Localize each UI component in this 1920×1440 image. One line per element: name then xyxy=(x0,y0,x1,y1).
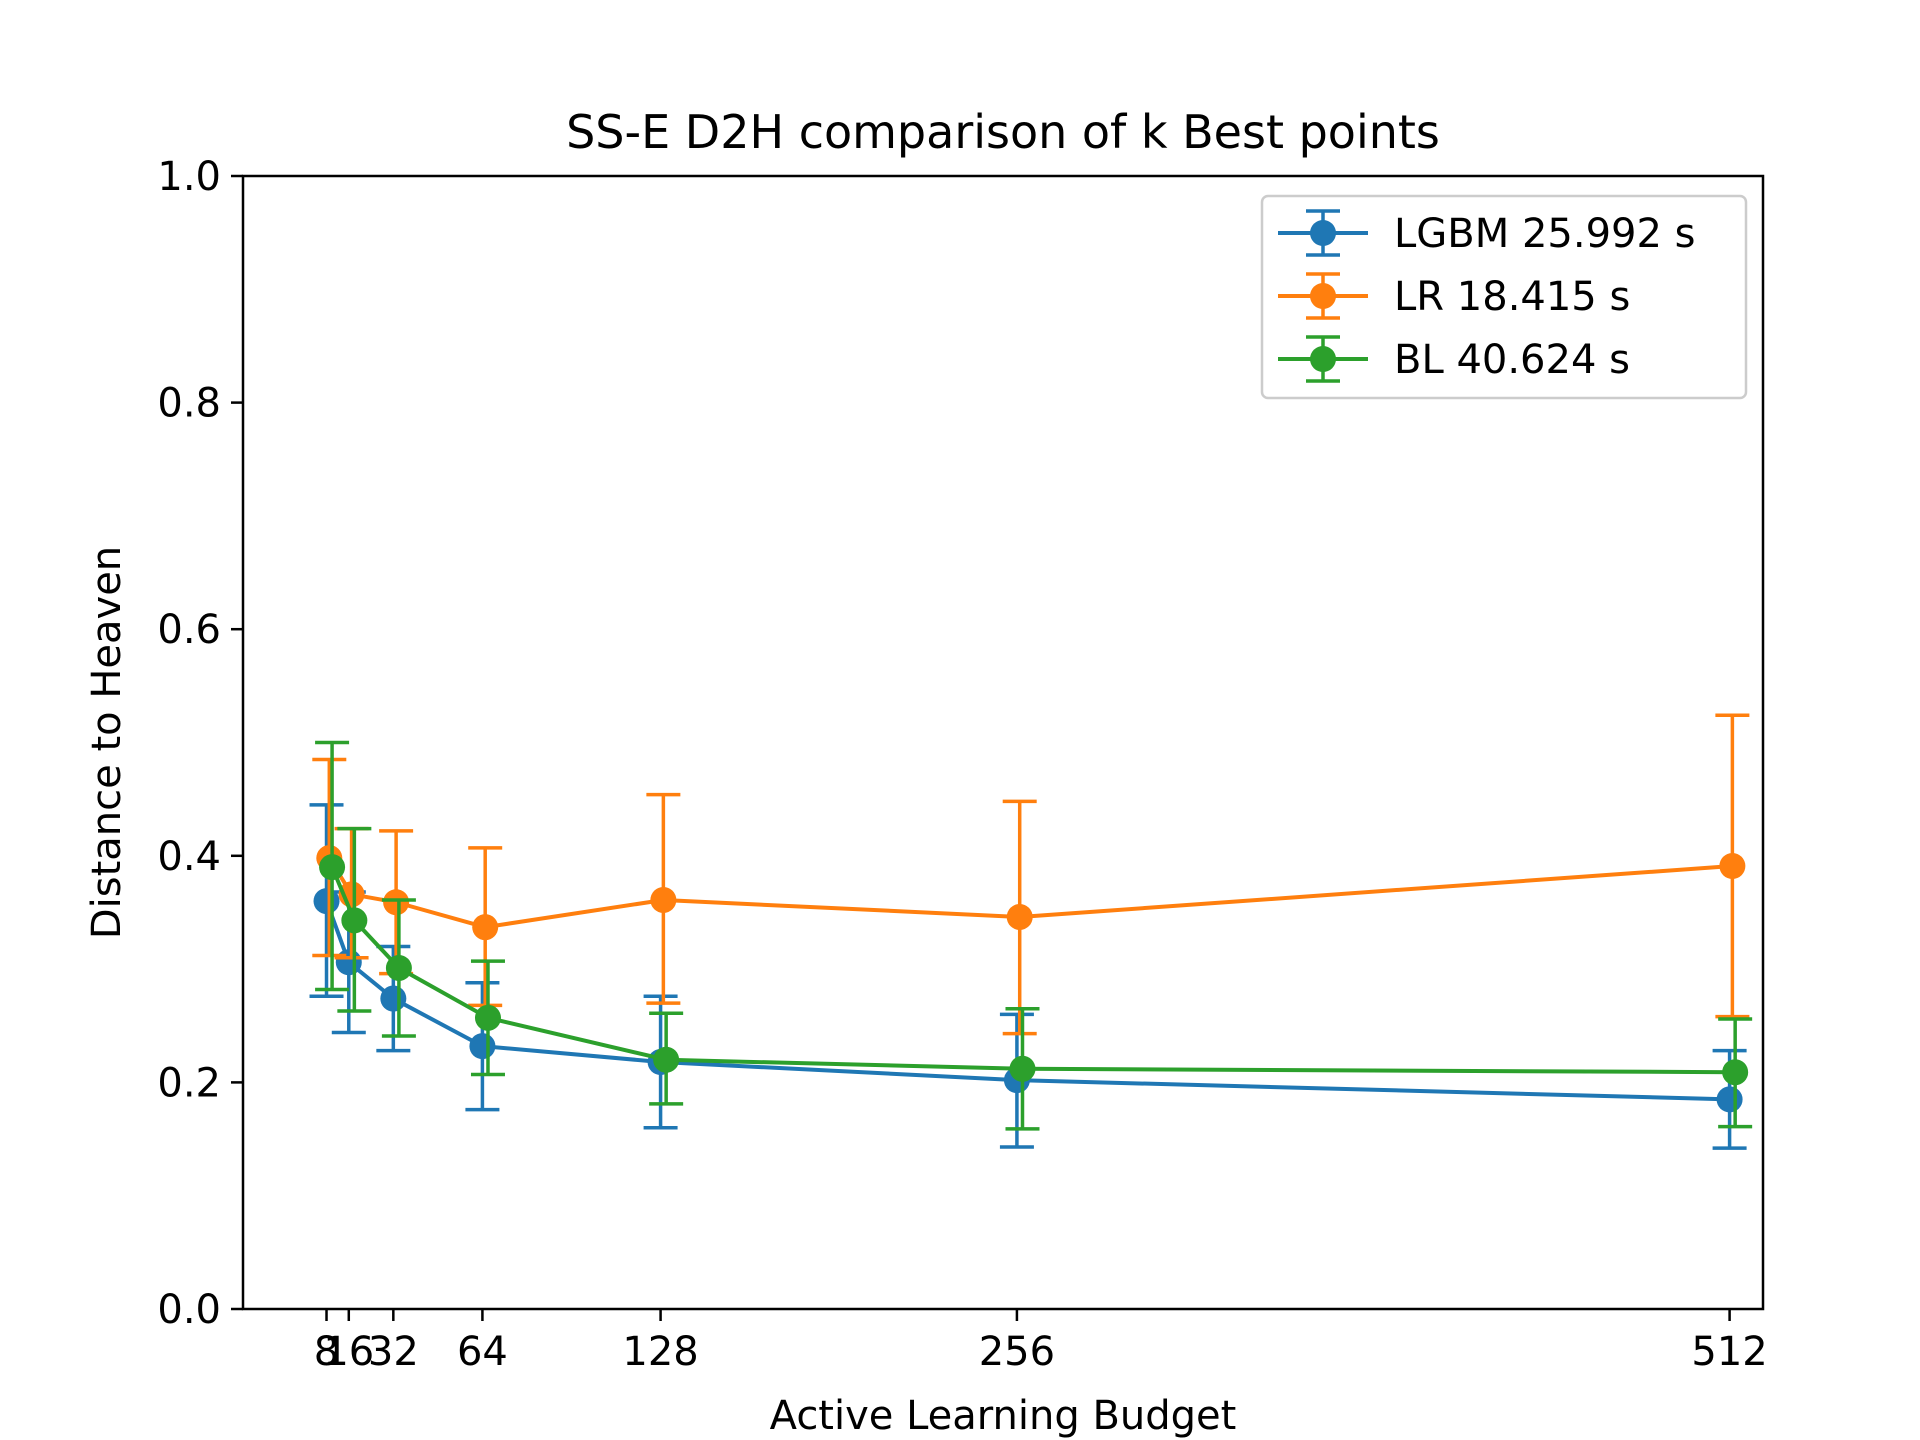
legend-label: LR 18.415 s xyxy=(1394,274,1630,320)
series-1 xyxy=(309,803,1747,1150)
legend: LGBM 25.992 s LR 18.415 s BL 40.624 s xyxy=(1260,194,1748,400)
chart-title: SS-E D2H comparison of k Best points xyxy=(566,105,1440,159)
data-point xyxy=(383,889,410,916)
x-tick-label: 512 xyxy=(1691,1329,1767,1375)
legend-item: LGBM 25.992 s xyxy=(1278,209,1695,257)
y-axis-title: Distance to Heaven xyxy=(84,546,130,939)
legend-box xyxy=(1260,194,1748,400)
data-point xyxy=(1009,1055,1036,1082)
y-tick-label: 0.4 xyxy=(157,834,221,880)
data-point xyxy=(1006,903,1033,930)
plot-frame xyxy=(241,174,1765,1311)
data-point xyxy=(313,888,340,915)
legend-marker xyxy=(1310,346,1336,372)
x-tick-label: 128 xyxy=(622,1329,698,1375)
data-point xyxy=(1716,1086,1743,1113)
data-point xyxy=(385,954,412,981)
legend-label: LGBM 25.992 s xyxy=(1394,211,1695,257)
data-point xyxy=(469,1033,496,1060)
legend-item: BL 40.624 s xyxy=(1278,335,1630,383)
x-tick-label: 8 xyxy=(314,1329,339,1375)
data-point xyxy=(650,886,677,913)
data-point xyxy=(653,1046,680,1073)
data-point xyxy=(380,985,407,1012)
plot-area xyxy=(309,713,1753,1150)
y-tick-label: 1.0 xyxy=(157,154,221,200)
data-point xyxy=(319,854,346,881)
legend-marker xyxy=(1310,283,1336,309)
data-point xyxy=(472,914,499,941)
series-2 xyxy=(312,713,1750,1036)
series-3 xyxy=(315,740,1753,1131)
x-tick-label: 32 xyxy=(368,1329,419,1375)
x-axis-title: Active Learning Budget xyxy=(770,1393,1237,1439)
y-tick-label: 0.2 xyxy=(157,1060,221,1106)
legend-marker xyxy=(1310,220,1336,246)
y-tick-label: 0.6 xyxy=(157,607,221,653)
x-tick-label: 64 xyxy=(457,1329,508,1375)
y-tick-label: 0.8 xyxy=(157,381,221,427)
data-point xyxy=(1722,1059,1749,1086)
x-tick-label: 16 xyxy=(323,1329,374,1375)
data-point xyxy=(474,1004,501,1031)
y-tick-label: 0.0 xyxy=(157,1287,221,1333)
x-tick-label: 256 xyxy=(979,1329,1055,1375)
series-line xyxy=(330,866,1736,1075)
y-axis: 0.0 0.2 0.4 0.6 0.8 1.0 xyxy=(157,154,243,1333)
data-point xyxy=(1719,852,1746,879)
data-point xyxy=(341,907,368,934)
data-point xyxy=(335,949,362,976)
legend-item: LR 18.415 s xyxy=(1278,272,1630,320)
legend-label: BL 40.624 s xyxy=(1394,337,1630,383)
